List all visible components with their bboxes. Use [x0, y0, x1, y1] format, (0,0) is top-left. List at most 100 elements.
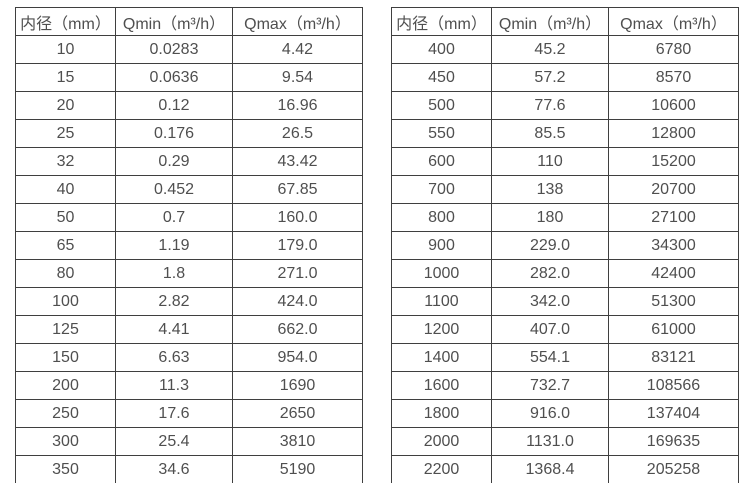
table-cell: 179.0 — [232, 231, 363, 260]
table-cell: 34300 — [608, 231, 739, 260]
table-cell: 400 — [391, 35, 492, 64]
table-cell: 1131.0 — [491, 427, 609, 456]
table-cell: 662.0 — [232, 315, 363, 344]
table-row: 250 17.6 2650 — [15, 399, 363, 428]
table-row: 350 34.6 5190 — [15, 455, 363, 483]
table-row: 900 229.0 34300 — [391, 231, 739, 260]
table-cell: 100 — [15, 287, 116, 316]
table-row: 1800 916.0 137404 — [391, 399, 739, 428]
table-cell: 12800 — [608, 119, 739, 148]
table-cell: 15 — [15, 63, 116, 92]
flow-table-right: 内径（mm） Qmin（m³/h） Qmax（m³/h） 400 45.2 6780 45… — [391, 7, 739, 483]
table-cell: 80 — [15, 259, 116, 288]
table-header: 内径（mm） Qmin（m³/h） Qmax（m³/h） — [391, 7, 739, 36]
table-cell: 732.7 — [491, 371, 609, 400]
table-cell: 1600 — [391, 371, 492, 400]
table-row: 800 180 27100 — [391, 203, 739, 232]
table-cell: 1100 — [391, 287, 492, 316]
table-cell: 85.5 — [491, 119, 609, 148]
table-cell: 137404 — [608, 399, 739, 428]
table-cell: 27100 — [608, 203, 739, 232]
column-header: Qmax（m³/h） — [608, 7, 739, 36]
table-row: 100 2.82 424.0 — [15, 287, 363, 316]
table-row: 600 110 15200 — [391, 147, 739, 176]
flow-table-left: 内径（mm） Qmin（m³/h） Qmax（m³/h） 10 0.0283 4.42 1… — [15, 7, 363, 483]
table-cell: 205258 — [608, 455, 739, 483]
table-cell: 2200 — [391, 455, 492, 483]
table-row: 2200 1368.4 205258 — [391, 455, 739, 483]
table-cell: 1690 — [232, 371, 363, 400]
table-cell: 50 — [15, 203, 116, 232]
table-cell: 9.54 — [232, 63, 363, 92]
table-row: 300 25.4 3810 — [15, 427, 363, 456]
table-row: 200 11.3 1690 — [15, 371, 363, 400]
table-cell: 20 — [15, 91, 116, 120]
table-row: 500 77.6 10600 — [391, 91, 739, 120]
table-cell: 125 — [15, 315, 116, 344]
table-row: 1200 407.0 61000 — [391, 315, 739, 344]
table-cell: 83121 — [608, 343, 739, 372]
table-row: 1400 554.1 83121 — [391, 343, 739, 372]
table-cell: 26.5 — [232, 119, 363, 148]
table-cell: 4.41 — [115, 315, 233, 344]
table-cell: 1000 — [391, 259, 492, 288]
table-cell: 43.42 — [232, 147, 363, 176]
table-row: 20 0.12 16.96 — [15, 91, 363, 120]
table-cell: 550 — [391, 119, 492, 148]
table-cell: 342.0 — [491, 287, 609, 316]
table-cell: 16.96 — [232, 91, 363, 120]
table-cell: 6.63 — [115, 343, 233, 372]
table-cell: 20700 — [608, 175, 739, 204]
column-header: Qmin（m³/h） — [115, 7, 233, 36]
table-cell: 61000 — [608, 315, 739, 344]
table-cell: 0.0636 — [115, 63, 233, 92]
table-cell: 1800 — [391, 399, 492, 428]
table-cell: 4.42 — [232, 35, 363, 64]
header-row: 内径（mm） Qmin（m³/h） Qmax（m³/h） — [391, 7, 739, 36]
table-row: 15 0.0636 9.54 — [15, 63, 363, 92]
table-cell: 554.1 — [491, 343, 609, 372]
table-cell: 34.6 — [115, 455, 233, 483]
table-cell: 0.29 — [115, 147, 233, 176]
table-cell: 500 — [391, 91, 492, 120]
table-cell: 138 — [491, 175, 609, 204]
table-cell: 2.82 — [115, 287, 233, 316]
column-header: Qmin（m³/h） — [491, 7, 609, 36]
table-row: 25 0.176 26.5 — [15, 119, 363, 148]
table-cell: 282.0 — [491, 259, 609, 288]
table-cell: 77.6 — [491, 91, 609, 120]
table-cell: 110 — [491, 147, 609, 176]
table-row: 1600 732.7 108566 — [391, 371, 739, 400]
table-row: 450 57.2 8570 — [391, 63, 739, 92]
table-cell: 229.0 — [491, 231, 609, 260]
table-row: 2000 1131.0 169635 — [391, 427, 739, 456]
table-cell: 160.0 — [232, 203, 363, 232]
tables-wrap: 内径（mm） Qmin（m³/h） Qmax（m³/h） 10 0.0283 4.42 1… — [15, 7, 739, 483]
table-cell: 350 — [15, 455, 116, 483]
table-cell: 916.0 — [491, 399, 609, 428]
table-row: 1100 342.0 51300 — [391, 287, 739, 316]
header-row: 内径（mm） Qmin（m³/h） Qmax（m³/h） — [15, 7, 363, 36]
table-header: 内径（mm） Qmin（m³/h） Qmax（m³/h） — [15, 7, 363, 36]
table-cell: 1.19 — [115, 231, 233, 260]
table-cell: 954.0 — [232, 343, 363, 372]
table-cell: 6780 — [608, 35, 739, 64]
table-cell: 300 — [15, 427, 116, 456]
column-header: Qmax（m³/h） — [232, 7, 363, 36]
table-cell: 108566 — [608, 371, 739, 400]
table-cell: 5190 — [232, 455, 363, 483]
table-row: 65 1.19 179.0 — [15, 231, 363, 260]
table-cell: 0.0283 — [115, 35, 233, 64]
table-body: 10 0.0283 4.42 15 0.0636 9.54 20 0.12 16.96 25 0.1… — [15, 35, 363, 483]
table-cell: 17.6 — [115, 399, 233, 428]
table-cell: 600 — [391, 147, 492, 176]
table-row: 150 6.63 954.0 — [15, 343, 363, 372]
table-cell: 32 — [15, 147, 116, 176]
table-cell: 169635 — [608, 427, 739, 456]
table-cell: 2650 — [232, 399, 363, 428]
table-cell: 65 — [15, 231, 116, 260]
table-row: 700 138 20700 — [391, 175, 739, 204]
table-cell: 10600 — [608, 91, 739, 120]
table-row: 550 85.5 12800 — [391, 119, 739, 148]
table-cell: 2000 — [391, 427, 492, 456]
